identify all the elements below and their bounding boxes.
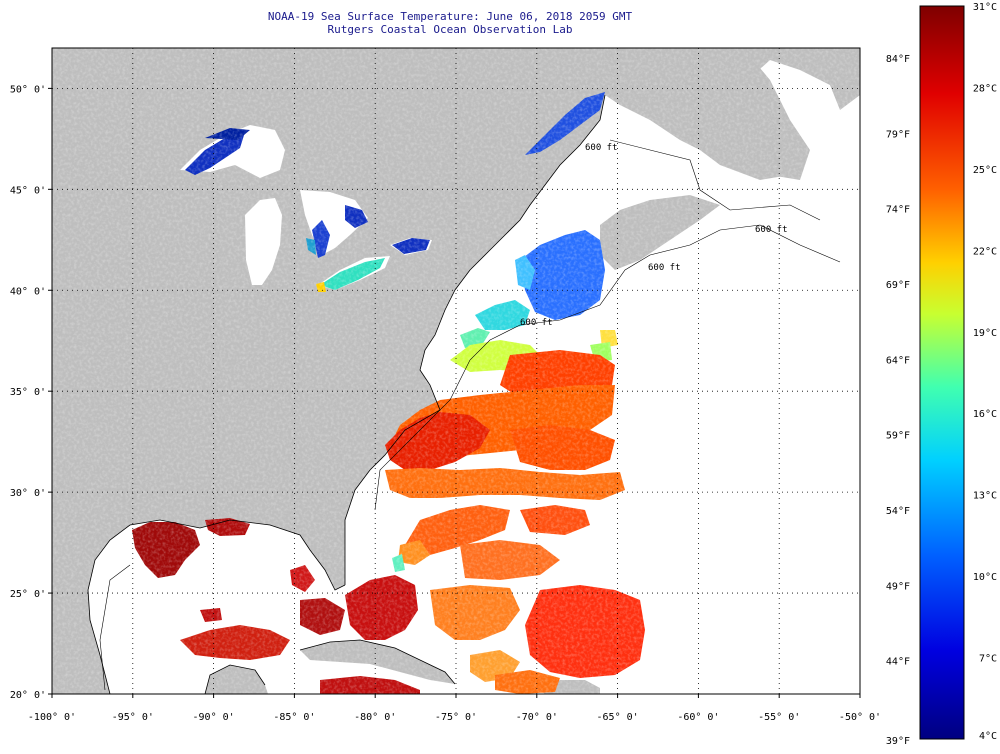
sst-data: [52, 48, 860, 694]
colorbar-celsius-label: 31°C: [973, 2, 997, 13]
colorbar-celsius-label: 4°C: [979, 731, 997, 742]
longitude-tick-label: -65° 0': [597, 712, 639, 723]
colorbar: [919, 5, 965, 740]
colorbar-celsius-label: 10°C: [973, 572, 997, 583]
colorbar-celsius-label: 25°C: [973, 165, 997, 176]
latitude-tick-label: 40° 0': [10, 286, 46, 297]
longitude-tick-label: -85° 0': [273, 712, 315, 723]
colorbar-fahrenheit-label: 39°F: [886, 736, 910, 747]
colorbar-fahrenheit-label: 49°F: [886, 581, 910, 592]
longitude-tick-label: -75° 0': [435, 712, 477, 723]
colorbar-celsius-label: 19°C: [973, 328, 997, 339]
latitude-tick-label: 35° 0': [10, 387, 46, 398]
colorbar-celsius-label: 13°C: [973, 491, 997, 502]
colorbar-labels: 31°C 28°C 25°C 22°C 19°C 16°C 13°C 10°C 7°C 4°C 84…: [886, 2, 997, 747]
latitude-tick-label: 20° 0': [10, 690, 46, 701]
latitude-ticks: 20° 0' 25° 0' 30° 0' 35° 0' 40° 0' 45° 0' 50° …: [10, 84, 52, 701]
colorbar-celsius-label: 7°C: [979, 654, 997, 665]
latitude-tick-label: 50° 0': [10, 84, 46, 95]
contour-label-600ft: 600 ft: [755, 225, 788, 235]
latitude-tick-label: 25° 0': [10, 589, 46, 600]
latitude-tick-label: 30° 0': [10, 488, 46, 499]
contour-label-600ft: 600 ft: [648, 263, 681, 273]
longitude-ticks: -100° 0' -95° 0' -90° 0' -85° 0' -80° 0' -75°…: [28, 694, 881, 723]
longitude-tick-label: -60° 0': [677, 712, 719, 723]
contour-label-600ft: 600 ft: [585, 143, 618, 153]
longitude-tick-label: -70° 0': [516, 712, 558, 723]
colorbar-celsius-label: 16°C: [973, 409, 997, 420]
colorbar-fahrenheit-label: 64°F: [886, 355, 910, 366]
longitude-tick-label: -90° 0': [193, 712, 235, 723]
colorbar-fahrenheit-label: 84°F: [886, 54, 910, 65]
contour-label-600ft: 600 ft: [520, 318, 553, 328]
title-line-1: NOAA-19 Sea Surface Temperature: June 06…: [267, 10, 633, 23]
longitude-tick-label: -95° 0': [112, 712, 154, 723]
colorbar-celsius-label: 28°C: [973, 83, 997, 94]
longitude-tick-label: -55° 0': [758, 712, 800, 723]
colorbar-fahrenheit-label: 79°F: [886, 129, 910, 140]
colorbar-celsius-label: 22°C: [973, 246, 997, 257]
latitude-tick-label: 45° 0': [10, 185, 46, 196]
coastlines: [87, 94, 841, 694]
colorbar-fahrenheit-label: 69°F: [886, 280, 910, 291]
colorbar-fahrenheit-label: 44°F: [886, 657, 910, 668]
longitude-tick-label: -100° 0': [28, 712, 76, 723]
longitude-tick-label: -80° 0': [354, 712, 396, 723]
title-line-2: Rutgers Coastal Ocean Observation Lab: [327, 23, 573, 36]
colorbar-fahrenheit-label: 74°F: [886, 205, 910, 216]
colorbar-fahrenheit-label: 59°F: [886, 431, 910, 442]
longitude-tick-label: -50° 0': [839, 712, 881, 723]
colorbar-fahrenheit-label: 54°F: [886, 506, 910, 517]
